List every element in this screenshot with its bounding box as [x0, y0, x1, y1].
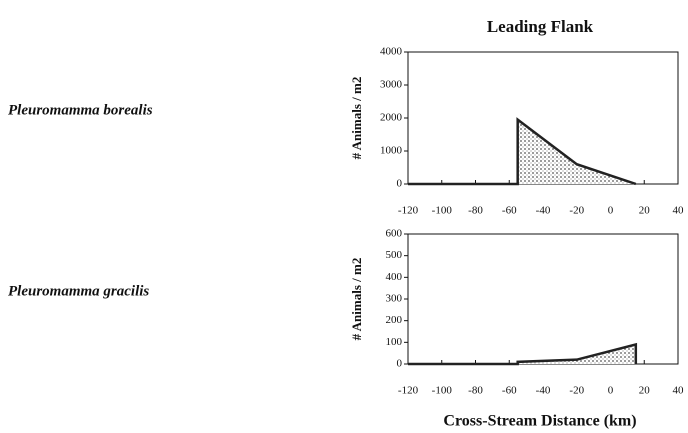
- x-tick-label: 20: [639, 205, 651, 217]
- area-fill: [408, 119, 636, 184]
- y-tick-label: 600: [386, 228, 403, 240]
- x-tick-label: -100: [432, 205, 453, 217]
- x-tick-label: -20: [569, 385, 584, 397]
- x-tick-label: -60: [502, 385, 517, 397]
- series-label: Pleuromamma gracilis: [8, 283, 149, 299]
- y-tick-label: 1000: [380, 145, 403, 157]
- x-tick-label: -40: [536, 205, 551, 217]
- y-tick-label: 0: [397, 358, 403, 370]
- y-axis-label: # Animals / m2: [349, 77, 364, 160]
- x-tick-label: 40: [673, 385, 685, 397]
- y-tick-label: 500: [386, 249, 403, 261]
- x-tick-label: -40: [536, 385, 551, 397]
- x-tick-label: -20: [569, 205, 584, 217]
- y-tick-label: 100: [386, 336, 403, 348]
- area-line: [408, 117, 637, 186]
- chart-title: Leading Flank: [487, 17, 594, 36]
- area-line: [408, 342, 638, 366]
- x-tick-label: 20: [639, 385, 651, 397]
- x-axis-label: Cross-Stream Distance (km): [443, 413, 636, 430]
- x-tick-label: -60: [502, 205, 517, 217]
- x-tick-label: -80: [468, 385, 483, 397]
- x-tick-label: 0: [608, 205, 614, 217]
- x-tick-label: -120: [398, 385, 419, 397]
- y-tick-label: 2000: [380, 112, 403, 124]
- x-tick-label: 40: [673, 205, 685, 217]
- x-tick-label: -120: [398, 205, 419, 217]
- y-axis-label: # Animals / m2: [349, 258, 364, 341]
- x-tick-label: 0: [608, 385, 614, 397]
- x-tick-label: -100: [432, 385, 453, 397]
- y-tick-label: 3000: [380, 79, 403, 91]
- y-tick-label: 0: [397, 178, 403, 190]
- x-tick-label: -80: [468, 205, 483, 217]
- plot-frame: [407, 233, 679, 365]
- y-tick-label: 200: [386, 314, 403, 326]
- y-tick-label: 400: [386, 271, 403, 283]
- y-tick-label: 4000: [380, 46, 403, 58]
- y-tick-label: 300: [386, 293, 403, 305]
- series-label: Pleuromamma borealis: [8, 102, 153, 118]
